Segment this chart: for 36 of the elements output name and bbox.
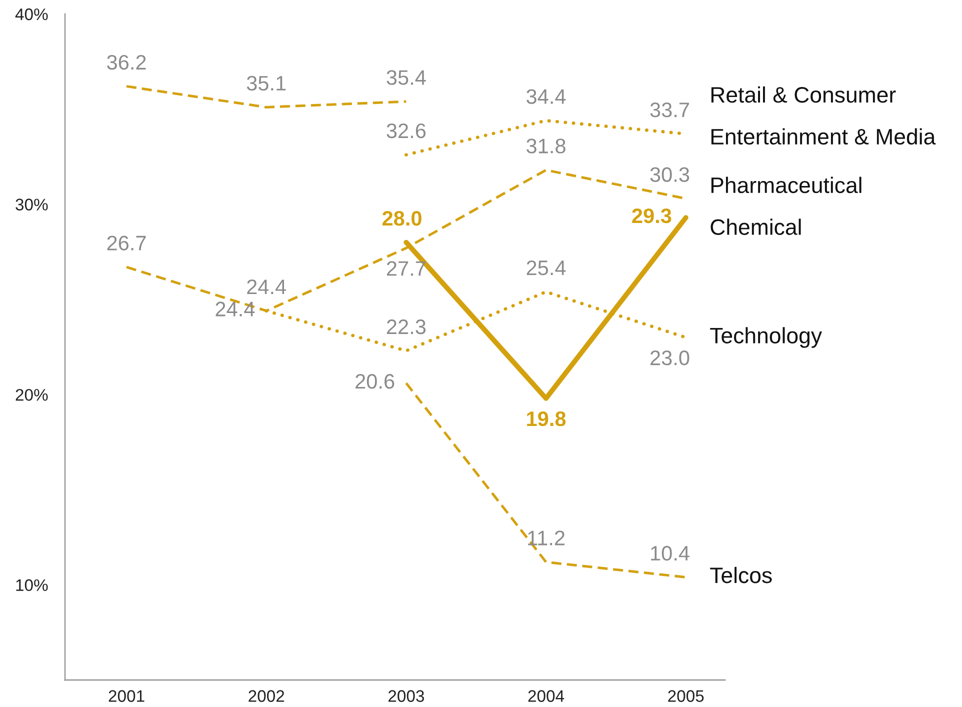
y-tick-label: 30% <box>16 198 48 210</box>
data-label: 19.8 <box>527 411 566 426</box>
data-label: 23.0 <box>650 350 690 366</box>
series-label: Chemical <box>710 218 801 235</box>
y-tick-label: 40% <box>15 8 48 20</box>
data-label: 10.4 <box>651 546 690 561</box>
y-tick-label: 10% <box>16 579 48 592</box>
text: Retail & Consumer <box>711 86 896 103</box>
x-tick-label: 2003 <box>388 690 424 702</box>
data-label: 33.7 <box>650 102 689 118</box>
data-label: 26.7 <box>107 236 146 250</box>
data-label: 25.4 <box>526 260 566 276</box>
data-label: 22.3 <box>386 319 426 334</box>
data-label: 20.6 <box>356 374 394 389</box>
data-label: 28.0 <box>382 210 422 226</box>
data-label: 30.3 <box>650 167 690 182</box>
data-label: 29.3 <box>632 208 672 224</box>
data-label: 35.1 <box>246 76 286 91</box>
data-label: 31.8 <box>526 138 566 154</box>
series-label: Pharmaceutical <box>711 176 862 194</box>
data-label: 24.4 <box>216 302 255 316</box>
data-label: 36.2 <box>107 54 146 70</box>
y-tick-label: 20% <box>16 388 48 401</box>
series-label: Technology <box>710 327 822 348</box>
series-label: Telcos <box>710 566 772 584</box>
series-label: Entertainment & Media <box>711 128 936 145</box>
data-label: 35.4 <box>386 70 426 85</box>
data-label: 24.4 <box>247 279 286 294</box>
x-tick-label: 2002 <box>248 690 284 702</box>
data-label: 32.6 <box>386 123 426 138</box>
data-label: 11.2 <box>528 530 564 546</box>
data-label: 27.7 <box>386 261 426 276</box>
x-tick-label: 2004 <box>528 690 564 702</box>
x-tick-label: 2005 <box>668 690 704 702</box>
data-label: 34.4 <box>526 89 566 104</box>
x-tick-label: 2001 <box>108 690 144 702</box>
